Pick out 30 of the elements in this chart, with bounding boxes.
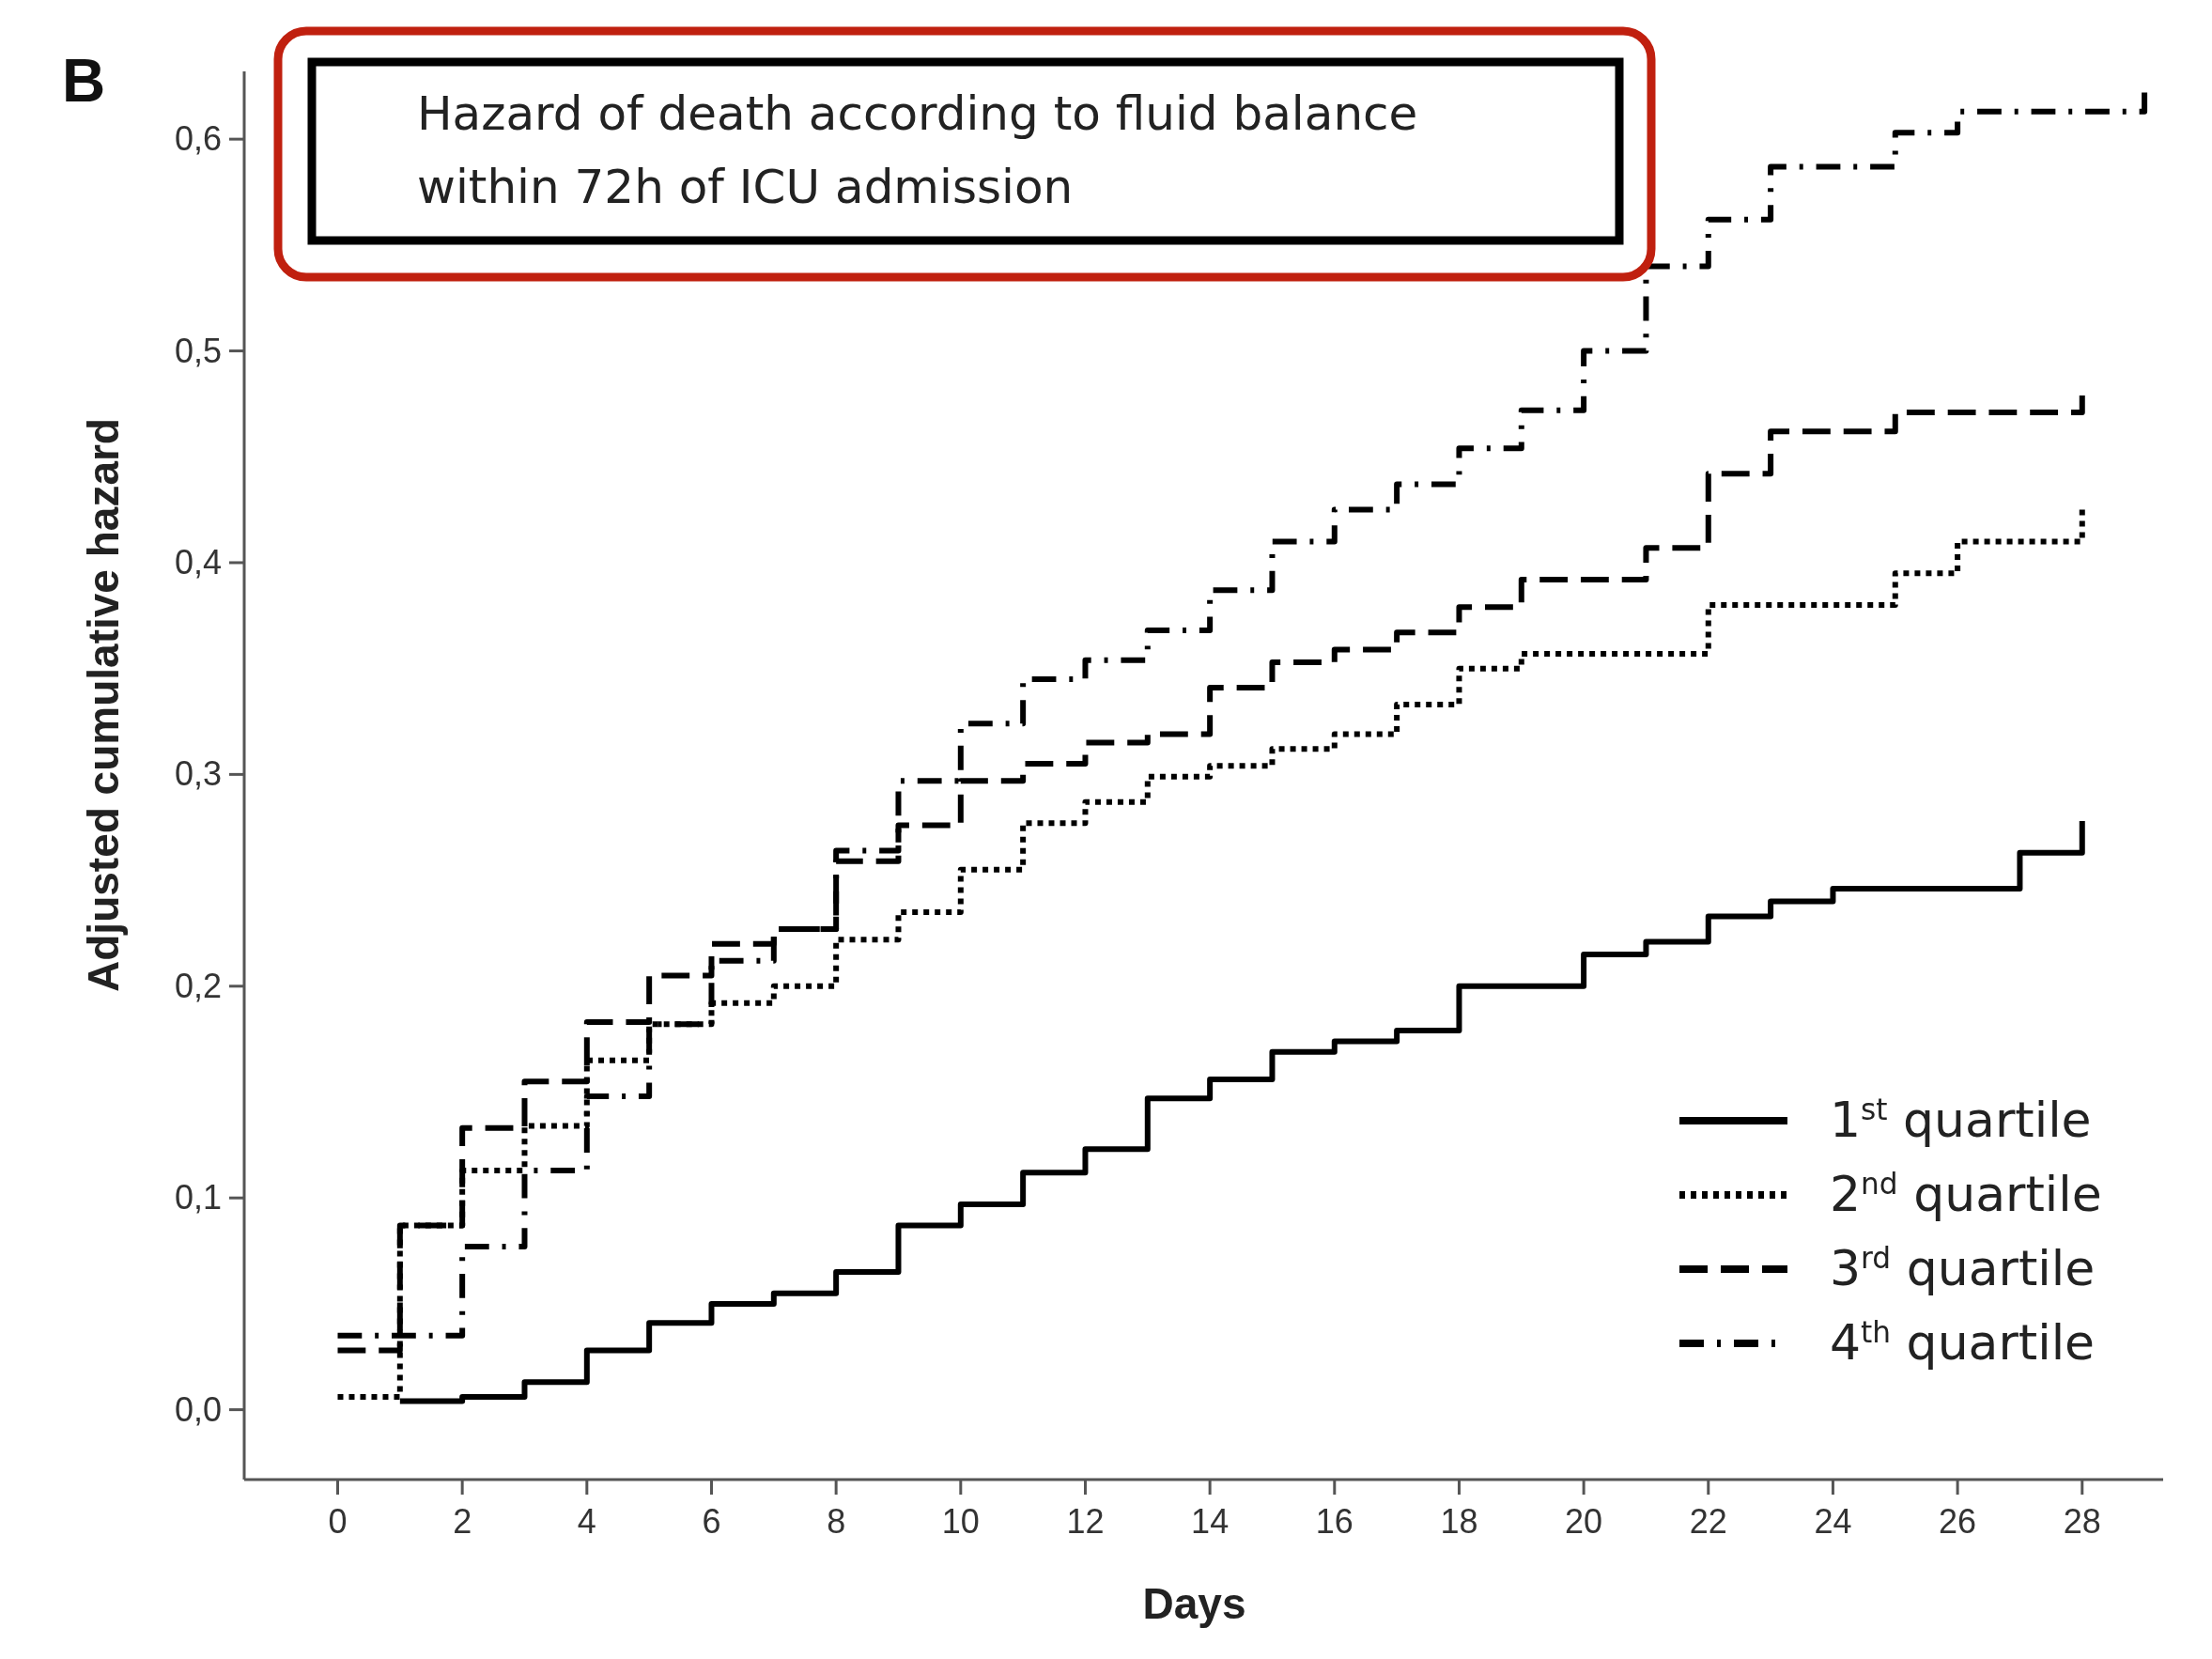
x-tick-label: 18 — [1440, 1502, 1478, 1541]
legend-label: 1$^{st}$ quartile — [1830, 1092, 2092, 1148]
text: B — [62, 47, 106, 115]
x-tick-label: 16 — [1315, 1502, 1353, 1541]
y-tick-label: 0,0 — [174, 1389, 222, 1429]
y-tick-label: 0,6 — [174, 119, 222, 159]
text: Hazard of death according to fluid balance within 72h of ICU admission — [417, 86, 1418, 214]
x-tick-label: 24 — [1814, 1502, 1852, 1541]
x-tick-label: 20 — [1565, 1502, 1603, 1541]
y-axis-title: Adjusted cumulative hazard — [79, 418, 128, 992]
x-tick-label: 0 — [328, 1502, 348, 1541]
y-tick-label: 0,4 — [174, 542, 222, 581]
legend-label: 4$^{th}$ quartile — [1830, 1314, 2096, 1371]
x-tick-label: 28 — [2063, 1502, 2101, 1541]
y-tick-label: 0,1 — [174, 1178, 222, 1217]
x-tick-label: 6 — [702, 1502, 721, 1541]
y-tick-label: 0,2 — [174, 966, 222, 1005]
x-tick-label: 4 — [577, 1502, 596, 1541]
legend-label: 2$^{nd}$ quartile — [1830, 1166, 2102, 1222]
x-tick-label: 14 — [1191, 1502, 1230, 1541]
x-tick-label: 8 — [827, 1502, 846, 1541]
x-tick-label: 22 — [1689, 1502, 1727, 1541]
legend-label: 3$^{rd}$ quartile — [1830, 1240, 2096, 1296]
x-tick-label: 2 — [453, 1502, 472, 1541]
x-tick-label: 26 — [1939, 1502, 1977, 1541]
y-tick-label: 0,3 — [174, 754, 222, 794]
x-tick-label: 12 — [1066, 1502, 1105, 1541]
x-axis-title: Days — [1142, 1579, 1246, 1628]
y-tick-label: 0,5 — [174, 331, 222, 370]
x-tick-label: 10 — [941, 1502, 980, 1541]
